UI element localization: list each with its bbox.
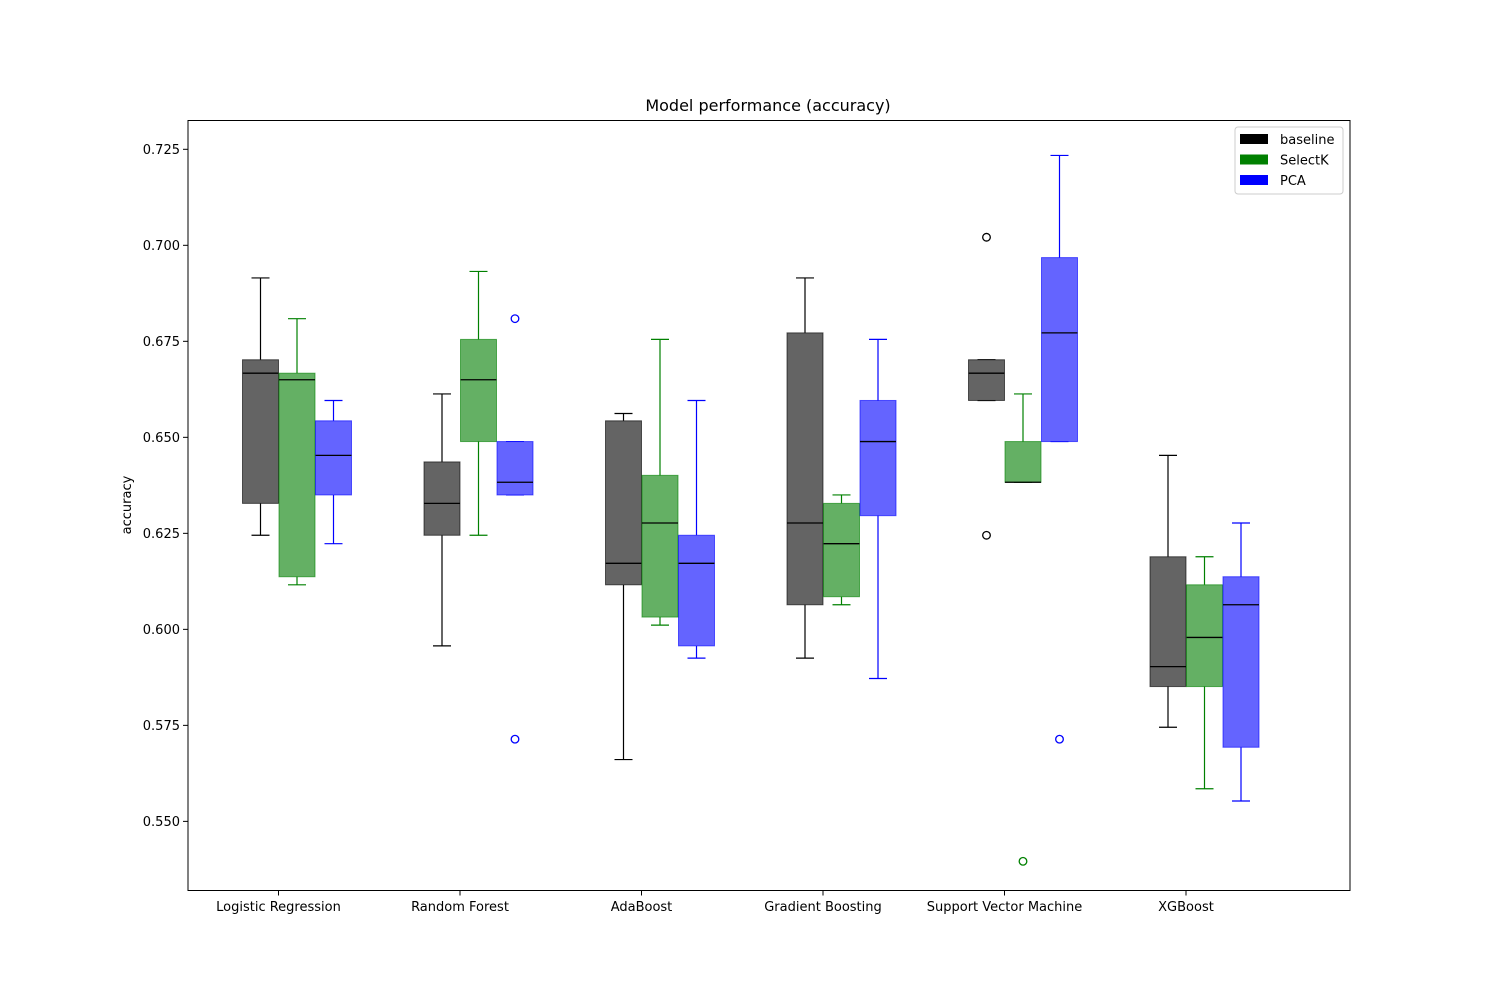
legend-label-SelectK: SelectK: [1280, 154, 1329, 169]
outlier-point: [510, 314, 520, 324]
box-iqr: [496, 441, 534, 496]
box-PCA-0: [315, 399, 352, 545]
legend: baseline SelectK PCA: [1234, 126, 1344, 195]
box-iqr: [859, 399, 897, 517]
plot-frame: [187, 120, 1351, 891]
box-iqr: [242, 359, 279, 504]
box-iqr: [1041, 257, 1078, 443]
x-tick-label: XGBoost: [1158, 900, 1214, 915]
box-PCA-2: [678, 399, 715, 659]
box-SelectK-1: [460, 270, 497, 536]
y-tick-label: 0.650: [143, 431, 180, 446]
y-axis: 0.550 0.575 0.600 0.625 0.650 0.675 0.700 0.725: [143, 143, 188, 830]
box-iqr: [823, 502, 860, 598]
x-tick-label: Random Forest: [411, 900, 509, 915]
x-axis: Logistic Regression Random Forest AdaBoost…: [216, 890, 1214, 915]
box-PCA-3: [859, 338, 897, 680]
plot-area: [242, 154, 1260, 866]
outlier-point: [982, 232, 991, 242]
box-SelectK-2: [641, 338, 679, 626]
outlier-point: [1018, 856, 1028, 866]
box-baseline-1: [423, 393, 461, 647]
y-tick-label: 0.625: [143, 527, 180, 542]
outlier-point: [982, 530, 991, 540]
box-iqr: [1004, 441, 1042, 483]
y-tick-label: 0.600: [143, 623, 180, 638]
outlier-point: [510, 734, 520, 744]
x-tick-label: AdaBoost: [611, 900, 673, 915]
box-SelectK-3: [823, 494, 860, 606]
box-SelectK-0: [278, 318, 316, 586]
box-iqr: [1222, 576, 1260, 748]
box-PCA-4: [1041, 154, 1078, 744]
legend-swatch-SelectK: [1240, 154, 1268, 165]
outlier-point: [1055, 734, 1064, 744]
x-tick-label: Logistic Regression: [216, 900, 341, 915]
y-axis-label: accuracy: [120, 475, 135, 534]
x-tick-label: Gradient Boosting: [764, 900, 882, 915]
box-PCA-1: [496, 314, 534, 744]
legend-label-PCA: PCA: [1280, 174, 1306, 189]
legend-swatch-baseline: [1240, 134, 1268, 144]
box-baseline-3: [786, 277, 824, 659]
box-iqr: [605, 420, 642, 586]
legend-swatch-PCA: [1240, 175, 1268, 185]
box-baseline-4: [968, 232, 1005, 540]
chart-title: Model performance (accuracy): [645, 96, 890, 115]
box-iqr: [678, 534, 715, 647]
box-baseline-5: [1149, 454, 1187, 728]
box-baseline-0: [242, 277, 279, 536]
box-iqr: [278, 372, 316, 578]
box-PCA-5: [1222, 522, 1260, 802]
x-tick-label: Support Vector Machine: [927, 900, 1083, 915]
box-SelectK-5: [1186, 556, 1223, 790]
box-iqr: [641, 474, 679, 618]
box-baseline-2: [605, 412, 642, 761]
box-iqr: [1186, 584, 1223, 688]
legend-label-baseline: baseline: [1280, 133, 1334, 148]
box-iqr: [460, 338, 497, 443]
y-tick-label: 0.550: [143, 815, 180, 830]
box-SelectK-4: [1004, 393, 1042, 866]
box-iqr: [423, 461, 461, 536]
y-tick-label: 0.725: [143, 143, 180, 158]
y-tick-label: 0.675: [143, 335, 180, 350]
box-iqr: [315, 420, 352, 496]
y-tick-label: 0.575: [143, 719, 180, 734]
box-iqr: [786, 332, 824, 606]
box-iqr: [968, 359, 1005, 401]
y-tick-label: 0.700: [143, 239, 180, 254]
